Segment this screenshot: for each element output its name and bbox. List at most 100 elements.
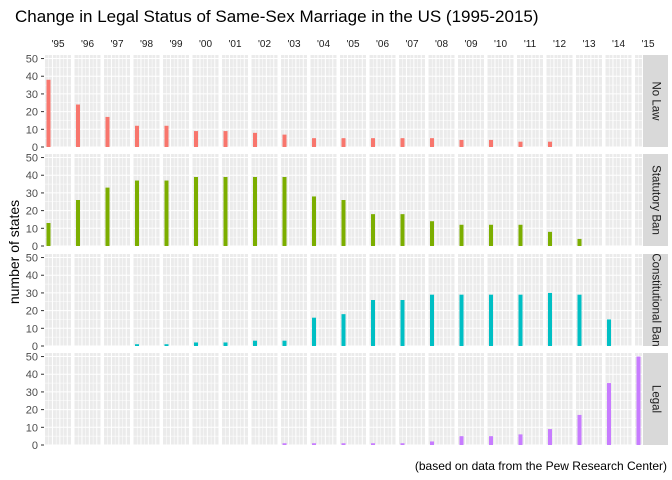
y-tick-label: 30 <box>26 288 38 300</box>
data-bar <box>253 340 257 346</box>
panel-background <box>458 353 484 445</box>
year-label: '13 <box>582 39 595 50</box>
panel-background <box>281 55 307 147</box>
y-tick-label: 20 <box>26 107 38 119</box>
facet-strip <box>643 154 668 246</box>
panel-background <box>222 254 248 346</box>
year-label: '97 <box>110 39 123 50</box>
y-tick-label: 50 <box>26 153 38 165</box>
year-label: '14 <box>612 39 625 50</box>
panel-background <box>133 254 160 346</box>
data-bar <box>194 342 198 346</box>
y-tick-label: 0 <box>32 241 38 253</box>
data-bar <box>518 141 523 147</box>
data-bar <box>400 443 405 445</box>
data-bar <box>253 177 257 246</box>
year-label: '98 <box>140 39 153 50</box>
year-label: '02 <box>258 39 271 50</box>
panel-background <box>281 353 307 445</box>
data-bar <box>164 125 169 147</box>
data-bar <box>459 294 464 346</box>
panel-background <box>340 353 366 445</box>
year-label: '08 <box>435 39 448 50</box>
y-tick-label: 50 <box>26 352 38 364</box>
panel-background <box>428 353 455 445</box>
y-tick-label: 40 <box>26 369 38 381</box>
data-bar <box>430 138 434 147</box>
year-label: '96 <box>81 39 94 50</box>
data-bar <box>135 125 139 147</box>
panel-background <box>605 55 632 147</box>
y-tick-label: 50 <box>26 253 38 265</box>
chart-caption: (based on data from the Pew Research Cen… <box>415 459 667 473</box>
data-bar <box>518 224 523 246</box>
facet-strip <box>643 353 668 445</box>
y-tick-label: 30 <box>26 387 38 399</box>
data-bar <box>341 200 346 246</box>
facet-strip <box>643 55 668 147</box>
year-label: '99 <box>169 39 182 50</box>
data-bar <box>312 317 316 346</box>
panel-background <box>251 55 278 147</box>
y-tick-label: 10 <box>26 323 38 335</box>
y-tick-label: 0 <box>32 341 38 353</box>
year-label: '00 <box>199 39 212 50</box>
year-label: '11 <box>524 39 537 50</box>
panel-background <box>251 353 278 445</box>
data-bar <box>341 443 346 445</box>
y-tick-label: 50 <box>26 54 38 66</box>
data-bar <box>371 138 375 147</box>
y-tick-label: 0 <box>32 142 38 154</box>
year-label: '15 <box>641 39 654 50</box>
year-label: '95 <box>51 39 64 50</box>
year-label: '07 <box>405 39 418 50</box>
y-tick-label: 0 <box>32 440 38 452</box>
data-bar <box>577 414 582 445</box>
data-bar <box>548 231 552 246</box>
facet-strip-label: No Law <box>650 82 662 122</box>
data-bar <box>135 180 139 246</box>
data-bar <box>194 177 198 246</box>
panel-background <box>192 353 219 445</box>
year-label: '04 <box>317 39 330 50</box>
panel-background <box>222 353 248 445</box>
data-bar <box>518 434 523 445</box>
year-label: '03 <box>287 39 300 50</box>
data-bar <box>489 294 493 346</box>
panel-background <box>605 154 632 246</box>
facet-strip <box>643 254 668 346</box>
panel-background <box>281 254 307 346</box>
data-bar <box>46 79 51 147</box>
data-bar <box>312 196 316 246</box>
panel-background <box>133 353 160 445</box>
data-bar <box>400 300 405 346</box>
y-tick-label: 30 <box>26 188 38 200</box>
panel-background <box>340 55 366 147</box>
y-tick-label: 20 <box>26 306 38 318</box>
data-bar <box>430 441 434 445</box>
data-bar <box>577 294 582 346</box>
data-bar <box>76 104 80 147</box>
data-bar <box>105 187 110 246</box>
panel-background <box>458 55 484 147</box>
year-label: '05 <box>346 39 359 50</box>
data-bar <box>282 177 287 246</box>
data-bar <box>430 221 434 246</box>
data-bar <box>636 356 641 445</box>
data-bar <box>223 177 228 246</box>
data-bar <box>548 141 552 147</box>
data-bar <box>400 214 405 246</box>
facet-strip-label: Statutory Ban <box>650 165 662 235</box>
data-bar <box>105 116 110 147</box>
panel-background <box>369 55 396 147</box>
panel-background <box>546 154 573 246</box>
data-bar <box>46 223 51 246</box>
panels-group: '95 '96 '97 '98 '99 '00 '01 '02 '03 '04 '05 '06 '07 '… <box>26 39 668 452</box>
panel-background <box>104 353 130 445</box>
panel-background <box>487 55 514 147</box>
data-bar <box>548 429 552 445</box>
data-bar <box>489 139 493 147</box>
panel-background <box>576 154 602 246</box>
panel-background <box>428 55 455 147</box>
